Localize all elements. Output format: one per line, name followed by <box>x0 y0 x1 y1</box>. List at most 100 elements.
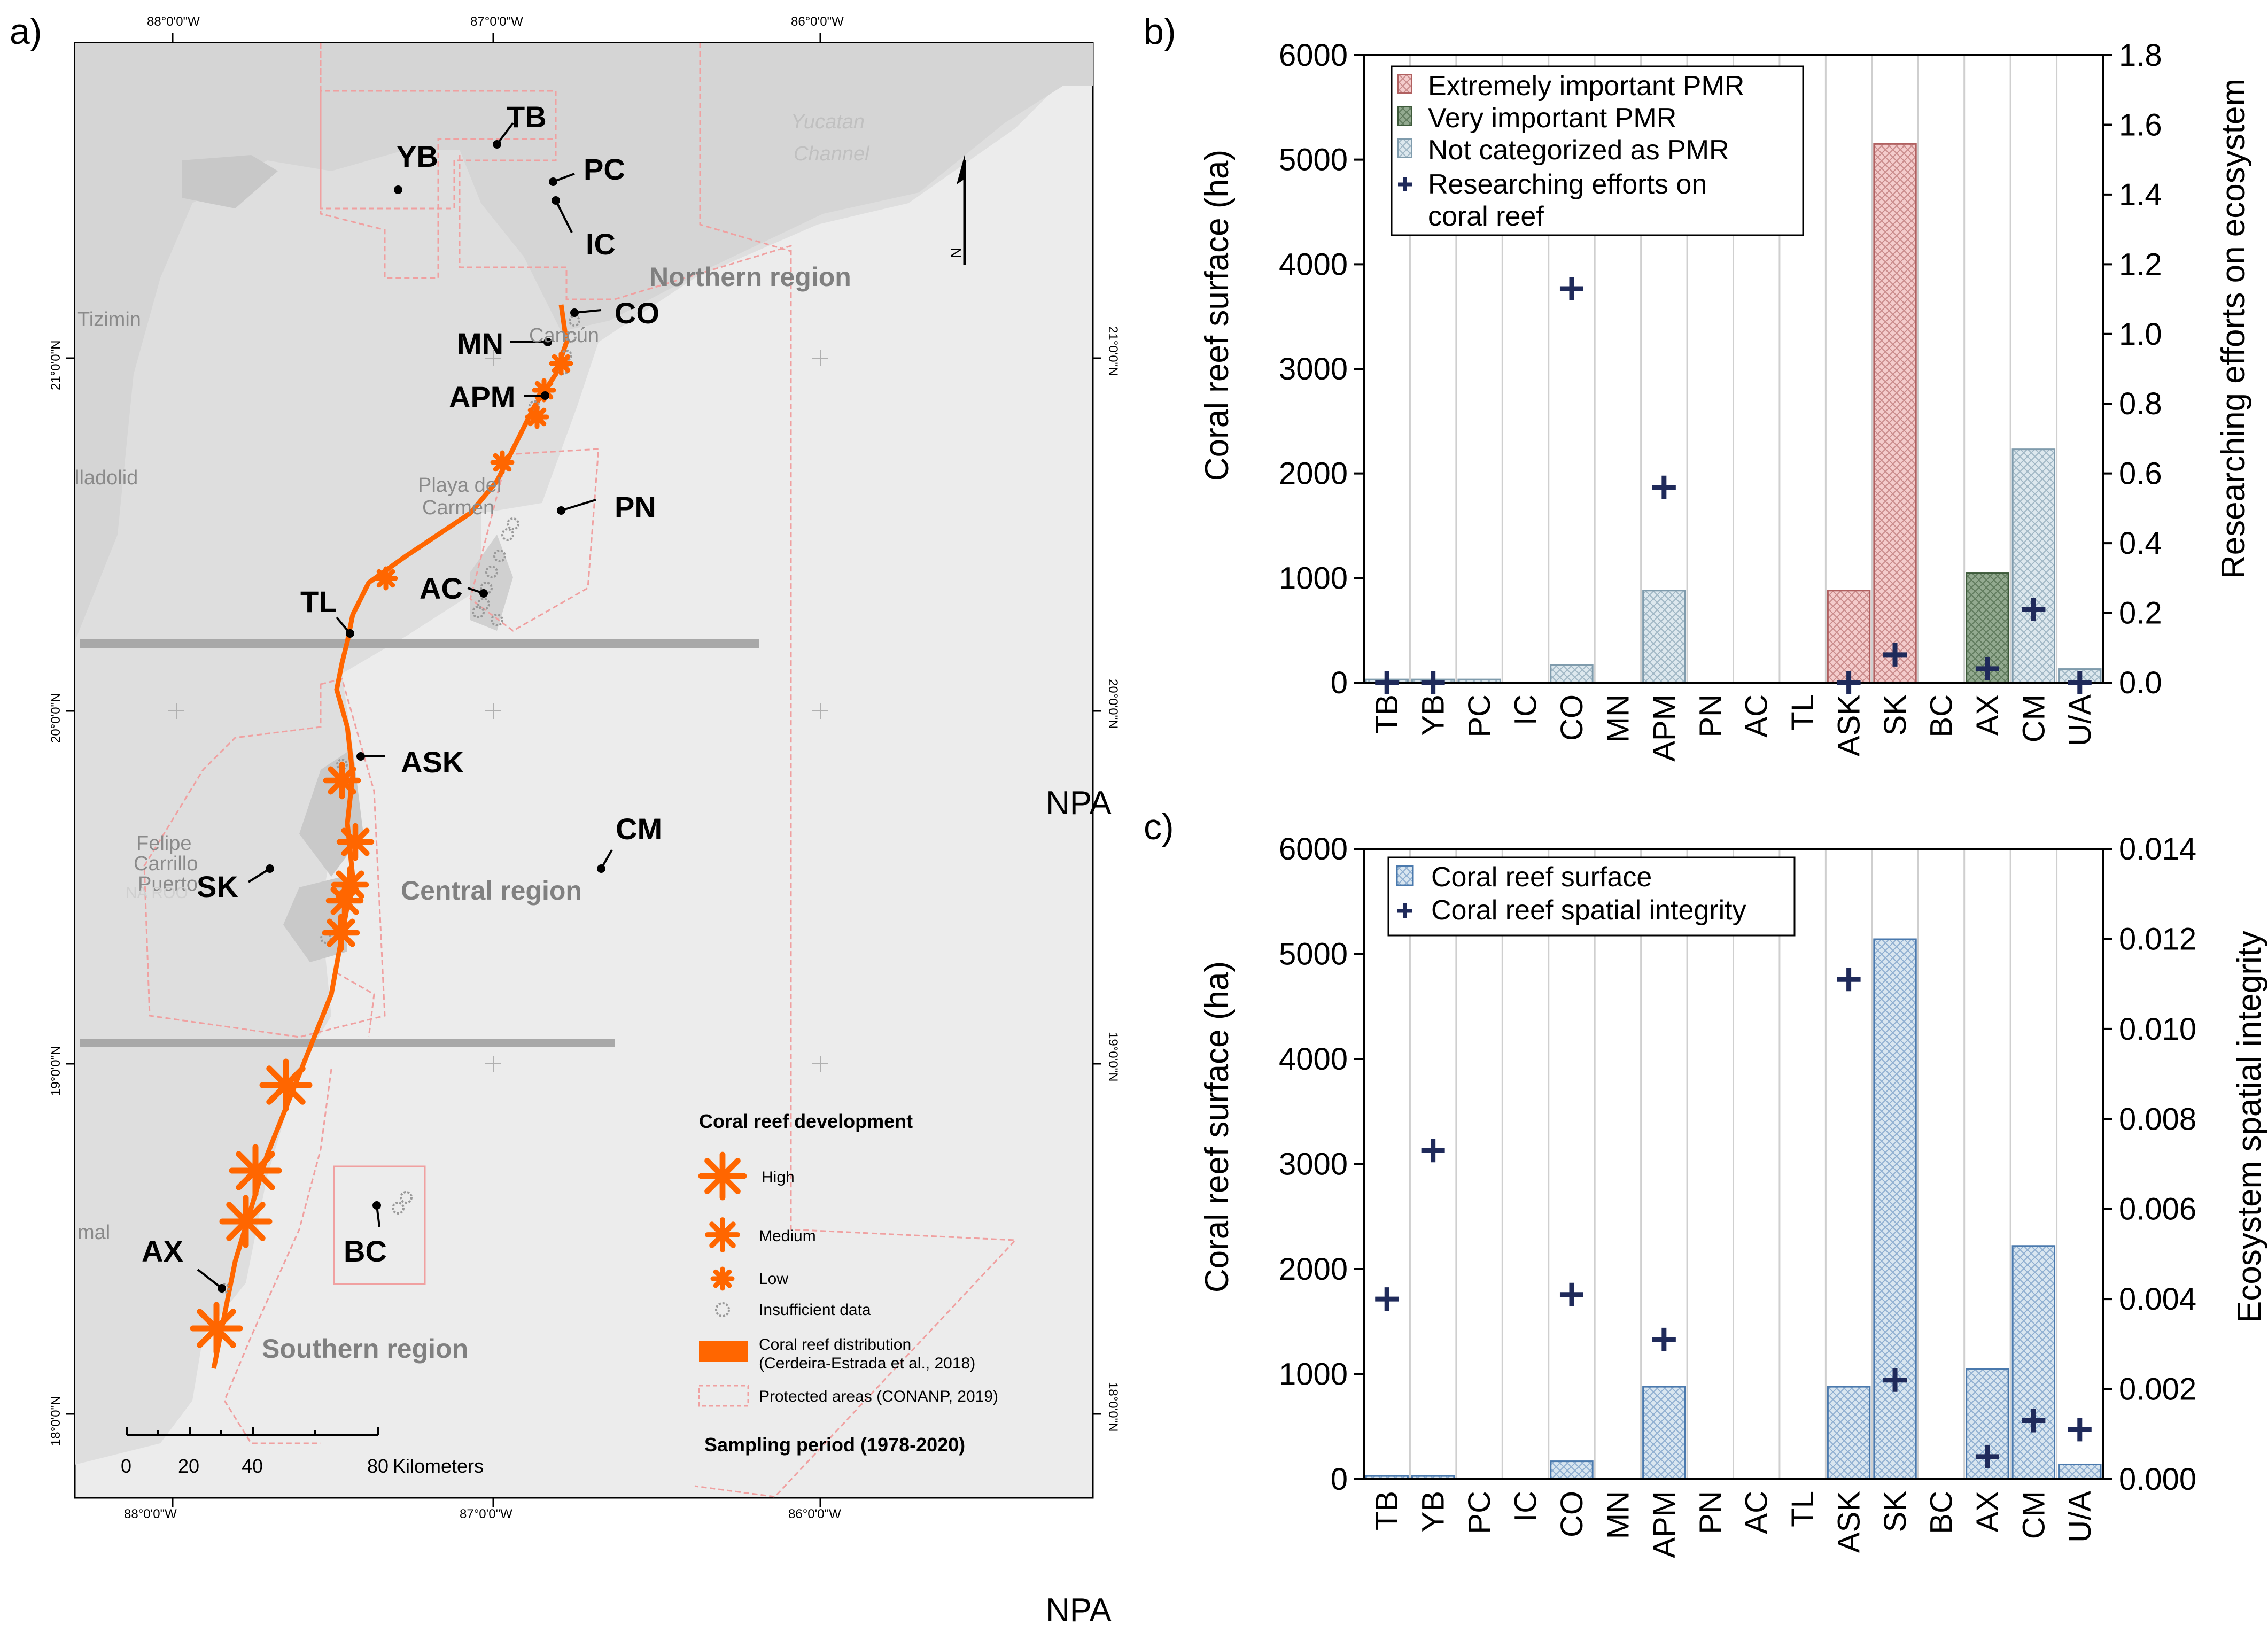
chartC-marker-apm <box>1652 1327 1676 1351</box>
state-label: NA ROO <box>126 884 188 902</box>
lon-tickmarks <box>66 33 1101 1507</box>
chartB-category-label: TL <box>1785 694 1820 731</box>
chartB-category-label: TB <box>1370 694 1404 734</box>
town-playa-1: Playa del <box>418 474 501 497</box>
chart-b-legend-box <box>1391 65 1804 236</box>
lat-right-20: 20°0'0"N <box>1106 679 1120 729</box>
chartB-category-label: AC <box>1739 694 1774 738</box>
chart-b-xlabel: NPA <box>1046 785 1112 822</box>
chart-c-legend-box <box>1387 856 1796 937</box>
chartC-ytick-right-label: 0.002 <box>2119 1372 2196 1407</box>
chartC-bar-ua-0 <box>2058 1463 2102 1480</box>
legend-high: High <box>762 1169 795 1186</box>
chartC-ytick-right-label: 0.008 <box>2119 1102 2196 1136</box>
chartB-marker-co <box>1559 276 1583 300</box>
legend-period: Sampling period (1978-2020) <box>704 1434 965 1456</box>
bc-protected-area <box>333 1165 426 1285</box>
scale-tick-0: 0 <box>121 1455 131 1477</box>
yucatan-channel-1: Yucatan <box>791 111 865 133</box>
chartC-marker-ua <box>2068 1418 2092 1442</box>
legend-c-plus-icon <box>1397 903 1412 918</box>
chart-c-right-axis: 0.000 0.002 0.004 0.006 0.008 0.010 0.012 0.014 <box>2103 832 2196 1497</box>
legend-protected-swatch <box>698 1385 749 1407</box>
chart-b-markers <box>1375 276 2092 694</box>
chartB-ytick-label: 0 <box>1331 666 1348 700</box>
chartC-category-label: IC <box>1509 1491 1543 1522</box>
chartC-ytick-right-label: 0.012 <box>2119 922 2196 956</box>
town-cancun: Cancún <box>529 324 599 347</box>
legend-protected: Protected areas (CONANP, 2019) <box>759 1388 998 1405</box>
site-label-sk: SK <box>197 870 238 903</box>
map-legend: Coral reef development High Medium Low I… <box>699 1110 998 1456</box>
town-chetumal: mal <box>77 1221 110 1244</box>
legend-b-very: Very important PMR <box>1428 103 1676 134</box>
chartC-bar-co-0 <box>1550 1460 1594 1480</box>
chartC-marker-sk <box>1883 1368 1907 1392</box>
chartC-category-label: CM <box>2016 1491 2051 1539</box>
chartB-marker-tb <box>1375 671 1399 694</box>
chartC-ytick-right-label: 0.010 <box>2119 1012 2196 1047</box>
mainland <box>75 43 1093 1465</box>
scale-tick-40: 40 <box>242 1455 263 1477</box>
chartB-ytick-label: 4000 <box>1279 247 1348 282</box>
chartC-bar-ask-0 <box>1827 1386 1871 1480</box>
chartB-bar-co-2 <box>1550 664 1594 684</box>
lon-bottom-86: 86°0'0"W <box>788 1507 841 1521</box>
chartB-ytick-label: 6000 <box>1279 38 1348 73</box>
site-label-yb: YB <box>397 140 438 173</box>
site-label-tb: TB <box>507 100 547 134</box>
legend-medium: Medium <box>759 1227 816 1245</box>
chartB-category-label: APM <box>1647 694 1682 762</box>
legend-b-research-1: Researching efforts on <box>1428 169 1707 200</box>
site-label-pn: PN <box>615 490 656 524</box>
legend-medium-icon <box>708 1220 737 1250</box>
lon-bottom-87: 87°0'0"W <box>460 1507 512 1521</box>
lat-right-18: 18°0'0"N <box>1106 1382 1120 1432</box>
chartB-bar-apm-2 <box>1642 590 1686 684</box>
lat-left-20: 20°0'0"N <box>49 693 63 743</box>
site-points <box>218 140 605 1293</box>
chartC-ytick-right-label: 0.000 <box>2119 1462 2196 1497</box>
chartB-marker-cm <box>2022 598 2046 622</box>
legend-high-icon <box>701 1155 744 1197</box>
scale-tick-20: 20 <box>178 1455 199 1477</box>
chartB-category-label: IC <box>1509 694 1543 725</box>
chartC-ytick-label: 3000 <box>1279 1147 1348 1182</box>
lat-right-21: 21°0'0"N <box>1106 326 1120 376</box>
lat-left-18: 18°0'0"N <box>49 1396 63 1446</box>
legend-distribution-2: (Cerdeira-Estrada et al., 2018) <box>759 1355 975 1372</box>
legend-c-swatch-surface <box>1396 865 1414 886</box>
north-label: N <box>947 247 964 258</box>
chartC-marker-ask <box>1837 968 1861 992</box>
legend-c-integrity: Coral reef spatial integrity <box>1431 895 1746 926</box>
legend-b-swatch-very <box>1397 106 1412 126</box>
town-felipe-2: Carrillo <box>134 853 198 875</box>
protected-areas <box>143 43 1018 1498</box>
site-label-apm: APM <box>449 380 515 414</box>
town-felipe-3: Puerto <box>138 873 198 895</box>
chartC-ytick-right-label: 0.014 <box>2119 832 2196 867</box>
scale-bar: 0 20 40 80 Kilometers <box>121 1427 484 1477</box>
legend-b-swatch-extremely <box>1397 74 1412 94</box>
lon-top-88: 88°0'0"W <box>147 14 200 29</box>
chartC-marker-co <box>1559 1282 1583 1306</box>
chartC-marker-yb <box>1421 1139 1445 1163</box>
legend-b-not: Not categorized as PMR <box>1428 135 1729 166</box>
chartC-category-label: SK <box>1878 1491 1913 1533</box>
north-arrow-icon: N <box>947 155 966 265</box>
chartC-category-label: MN <box>1601 1491 1635 1539</box>
chartC-category-label: ASK <box>1832 1491 1867 1553</box>
chartB-marker-yb <box>1421 671 1445 694</box>
chart-b-left-axis: 0 1000 2000 3000 4000 5000 6000 <box>1279 38 1364 700</box>
chartB-ytick-right-label: 1.8 <box>2119 38 2162 73</box>
site-label-ac: AC <box>420 571 463 605</box>
chartC-bar-apm-0 <box>1642 1386 1686 1480</box>
lat-left-19: 19°0'0"N <box>49 1046 63 1096</box>
chartB-category-label: YB <box>1416 694 1451 736</box>
chartB-ytick-right-label: 1.0 <box>2119 317 2162 352</box>
chartC-ytick-label: 5000 <box>1279 937 1348 972</box>
chartB-ytick-right-label: 1.4 <box>2119 177 2162 212</box>
legend-c-surface: Coral reef surface <box>1431 862 1652 893</box>
chart-b-legend: Extremely important PMR Very important P… <box>1391 65 1804 236</box>
